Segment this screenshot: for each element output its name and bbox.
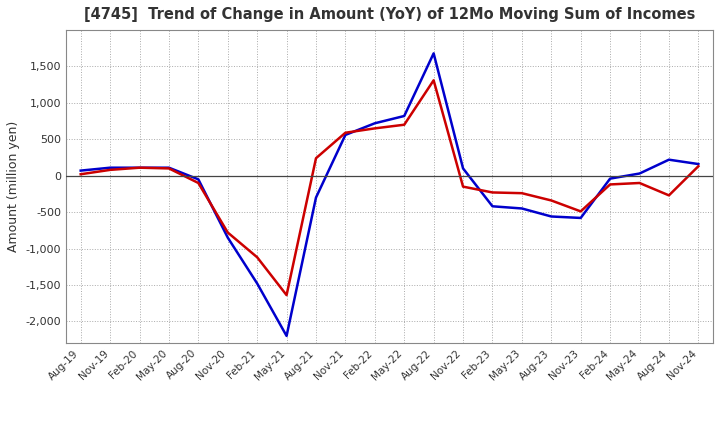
Ordinary Income [635, 171, 644, 176]
Ordinary Income [429, 51, 438, 56]
Ordinary Income [253, 281, 261, 286]
Ordinary Income [371, 121, 379, 126]
Title: [4745]  Trend of Change in Amount (YoY) of 12Mo Moving Sum of Incomes: [4745] Trend of Change in Amount (YoY) o… [84, 7, 696, 22]
Net Income [106, 167, 114, 172]
Ordinary Income [223, 235, 232, 240]
Net Income [282, 293, 291, 298]
Ordinary Income [488, 204, 497, 209]
Ordinary Income [282, 333, 291, 338]
Net Income [459, 184, 467, 189]
Net Income [694, 164, 703, 169]
Net Income [400, 122, 408, 127]
Ordinary Income [694, 161, 703, 167]
Net Income [371, 126, 379, 131]
Net Income [518, 191, 526, 196]
Ordinary Income [400, 114, 408, 119]
Line: Net Income: Net Income [81, 81, 698, 295]
Ordinary Income [312, 195, 320, 200]
Net Income [341, 130, 350, 136]
Net Income [547, 198, 556, 203]
Ordinary Income [194, 177, 202, 182]
Ordinary Income [606, 176, 614, 181]
Net Income [312, 156, 320, 161]
Y-axis label: Amount (million yen): Amount (million yen) [7, 121, 20, 252]
Net Income [488, 190, 497, 195]
Ordinary Income [106, 165, 114, 170]
Ordinary Income [577, 215, 585, 220]
Net Income [76, 172, 85, 177]
Net Income [665, 193, 673, 198]
Ordinary Income [665, 157, 673, 162]
Net Income [253, 255, 261, 260]
Net Income [635, 180, 644, 186]
Net Income [223, 230, 232, 235]
Net Income [165, 166, 174, 171]
Net Income [194, 180, 202, 186]
Net Income [606, 182, 614, 187]
Ordinary Income [76, 168, 85, 173]
Ordinary Income [135, 165, 144, 170]
Ordinary Income [459, 166, 467, 171]
Net Income [577, 209, 585, 214]
Line: Ordinary Income: Ordinary Income [81, 53, 698, 336]
Ordinary Income [518, 206, 526, 211]
Ordinary Income [547, 214, 556, 219]
Net Income [135, 165, 144, 170]
Ordinary Income [165, 165, 174, 170]
Net Income [429, 78, 438, 83]
Ordinary Income [341, 132, 350, 138]
